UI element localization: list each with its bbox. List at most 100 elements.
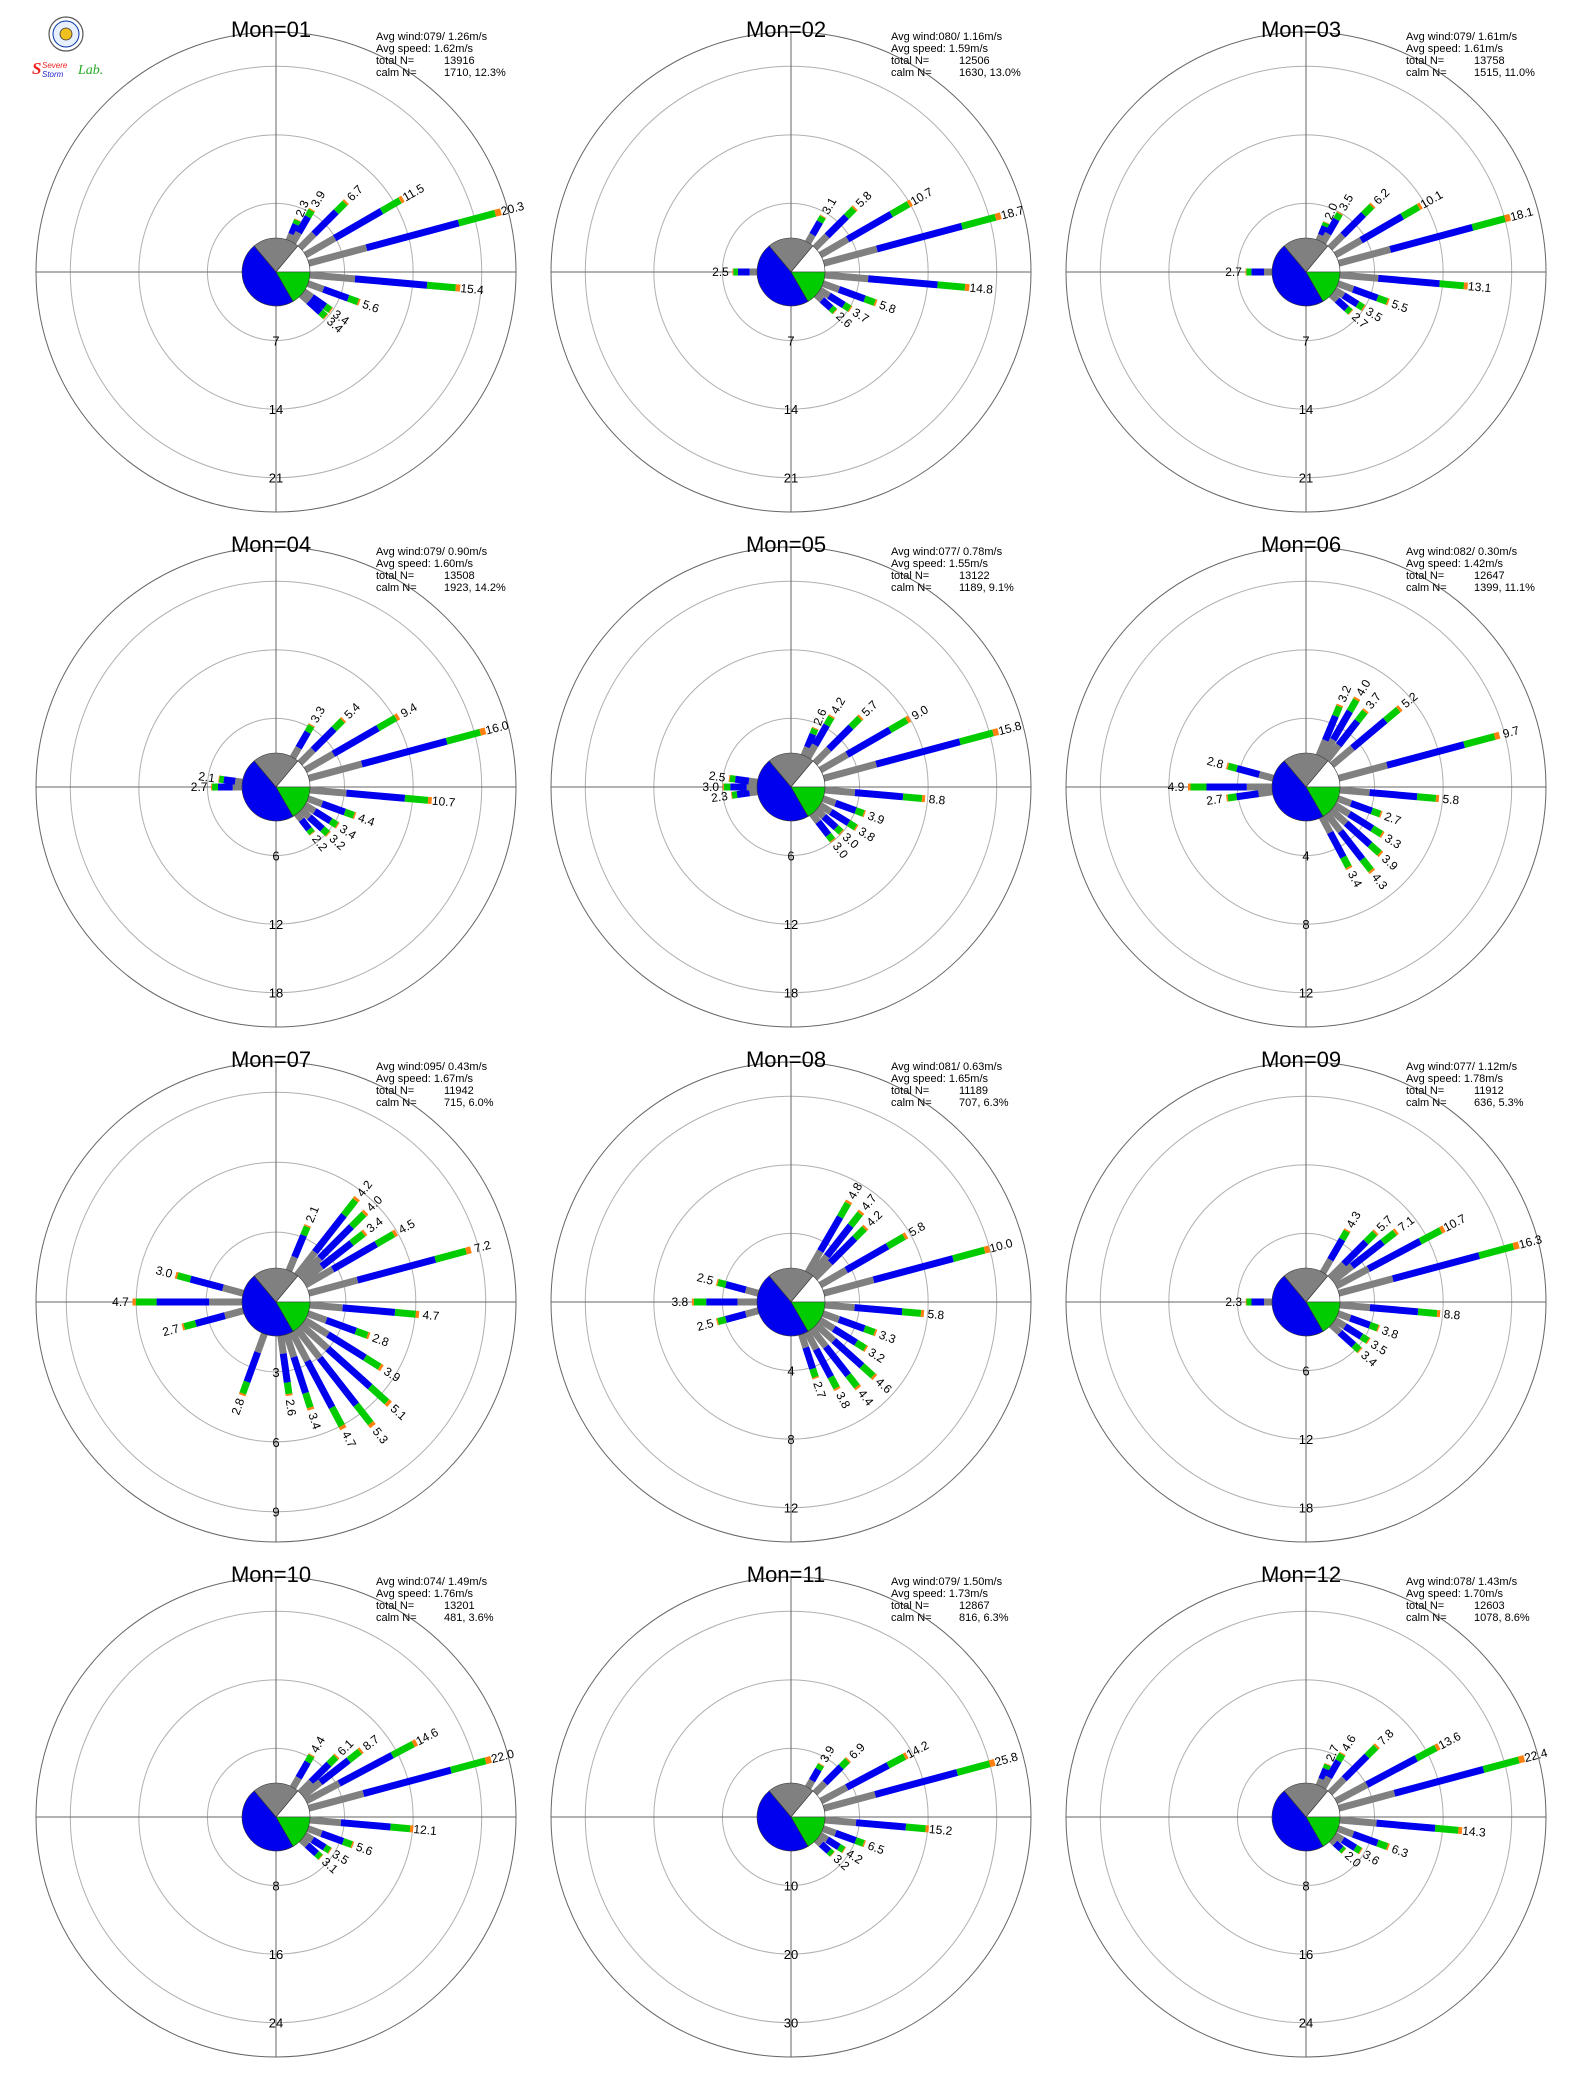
- wind-bar-segment: [1351, 1342, 1362, 1353]
- bar-value-label: 2.5: [695, 1316, 715, 1334]
- wind-bar-segment: [816, 215, 826, 224]
- wind-bar-segment: [1339, 1751, 1346, 1757]
- wind-bar-segment: [888, 717, 909, 733]
- wind-bar-segment: [234, 777, 243, 786]
- wind-bar-segment: [326, 1754, 339, 1767]
- bar-value-label: 7.2: [473, 1238, 493, 1256]
- pie-wedge-blue: [1271, 245, 1324, 307]
- wind-bar-segment: [283, 1381, 293, 1395]
- wind-bar-segment: [312, 808, 333, 825]
- wind-bar-segment: [320, 800, 347, 816]
- wind-bar-segment: [901, 1308, 922, 1317]
- ring-label: 18: [269, 986, 283, 1001]
- wind-bar-segment: [823, 1344, 851, 1378]
- pie-wedge-blue: [756, 1275, 809, 1337]
- wind-bar-segment: [320, 1830, 345, 1845]
- wind-bar-segment: [902, 1232, 909, 1240]
- wind-bar-segment: [341, 1198, 359, 1218]
- wind-bar-segment: [494, 208, 502, 217]
- ring-label: 16: [269, 1947, 283, 1962]
- wind-bar-segment: [352, 1195, 360, 1203]
- bar-value-label: 4.4: [356, 811, 377, 830]
- wind-bar-segment: [1341, 292, 1360, 308]
- ring-label: 4: [1302, 849, 1309, 864]
- stats-line: calm N=: [891, 1612, 932, 1624]
- wind-bar-segment: [1337, 246, 1392, 267]
- wind-bar-segment: [1330, 709, 1353, 742]
- wind-bar-segment: [1365, 1755, 1418, 1788]
- wind-bar-segment: [1330, 1263, 1355, 1284]
- pie-wedge-grey: [1283, 1782, 1329, 1818]
- wind-bar-segment: [1319, 231, 1332, 245]
- wind-bar-segment: [391, 1229, 399, 1238]
- stats-value: 13758: [1474, 55, 1505, 67]
- wind-bar-segment: [1333, 237, 1363, 259]
- wind-bar-segment: [1434, 1824, 1459, 1834]
- ring-label: 8: [272, 1879, 279, 1894]
- wind-bar-segment: [744, 1307, 760, 1318]
- bar-value-label: 2.2: [309, 832, 331, 854]
- bar-value-label: 14.8: [969, 281, 994, 297]
- bar-value-label: 5.8: [927, 1307, 945, 1322]
- wind-bar-segment: [937, 281, 966, 291]
- bar-value-label: 3.8: [672, 1295, 689, 1309]
- stats-line: total N=: [1406, 55, 1444, 67]
- wind-bar-segment: [306, 795, 324, 808]
- wind-bar-segment: [817, 802, 833, 815]
- bar-value-label: 13.6: [1436, 1729, 1463, 1752]
- wind-bar-segment: [855, 1819, 907, 1831]
- stats-value: 707, 6.3%: [959, 1097, 1009, 1109]
- ring-label: 20: [784, 1947, 798, 1962]
- bar-value-label: 6.2: [1371, 185, 1393, 207]
- wind-bar-segment: [288, 223, 299, 236]
- wind-bar-segment: [297, 1779, 314, 1796]
- ring-label: 8: [1302, 917, 1309, 932]
- wind-bar-segment: [394, 1308, 417, 1318]
- wind-bar-segment: [310, 294, 328, 310]
- wind-bar-segment: [393, 713, 401, 721]
- wind-bar-segment: [822, 245, 878, 267]
- stats-value: 715, 6.0%: [444, 1097, 494, 1109]
- ring-label: 7: [272, 334, 279, 349]
- wind-bar-segment: [731, 791, 738, 799]
- wind-bar-segment: [736, 789, 751, 799]
- bar-value-label: 22.4: [1523, 1746, 1549, 1766]
- stats-value: 12506: [959, 55, 990, 67]
- wind-bar-segment: [804, 743, 819, 760]
- wind-bar-segment: [1391, 1252, 1481, 1283]
- wind-bar-segment: [224, 1307, 245, 1320]
- wind-bar-segment: [1362, 708, 1369, 714]
- wind-bar-segment: [837, 1316, 866, 1333]
- wind-bar-segment: [1318, 225, 1329, 237]
- wind-bar-segment: [983, 1245, 991, 1254]
- ring-label: 24: [269, 2016, 283, 2031]
- wind-bar-segment: [952, 1246, 986, 1262]
- stats-line: Avg wind:082/ 0.30m/s: [1406, 546, 1518, 558]
- wind-bar-segment: [853, 824, 859, 831]
- wind-bar-segment: [362, 1766, 452, 1797]
- wind-bar-segment: [1418, 1227, 1443, 1245]
- stats-value: 11942: [444, 1085, 474, 1097]
- wind-bar-segment: [302, 802, 317, 815]
- bar-value-label: 9.0: [909, 702, 931, 723]
- wind-bar-segment: [822, 1764, 844, 1786]
- wind-bar-segment: [298, 1322, 331, 1352]
- wind-bar-segment: [818, 1267, 849, 1289]
- wind-bar-segment: [218, 775, 225, 784]
- wind-bar-segment: [823, 715, 835, 727]
- wind-bar-segment: [845, 726, 892, 758]
- stats-line: total N=: [1406, 1600, 1444, 1612]
- bar-value-label: 3.3: [308, 703, 329, 725]
- stats-line: Avg speed: 1.70m/s: [1406, 1588, 1504, 1600]
- wind-bar-segment: [1439, 280, 1465, 290]
- wind-bar-segment: [834, 1829, 857, 1844]
- bar-value-label: 4.2: [828, 695, 849, 717]
- stats-line: total N=: [376, 55, 414, 67]
- bar-value-label: 5.8: [853, 188, 875, 210]
- wind-bar-segment: [817, 1317, 836, 1332]
- bar-value-label: 14.6: [414, 1725, 441, 1748]
- ring-label: 7: [1302, 334, 1309, 349]
- wind-bar-segment: [854, 807, 865, 817]
- wind-bar-segment: [1416, 202, 1423, 211]
